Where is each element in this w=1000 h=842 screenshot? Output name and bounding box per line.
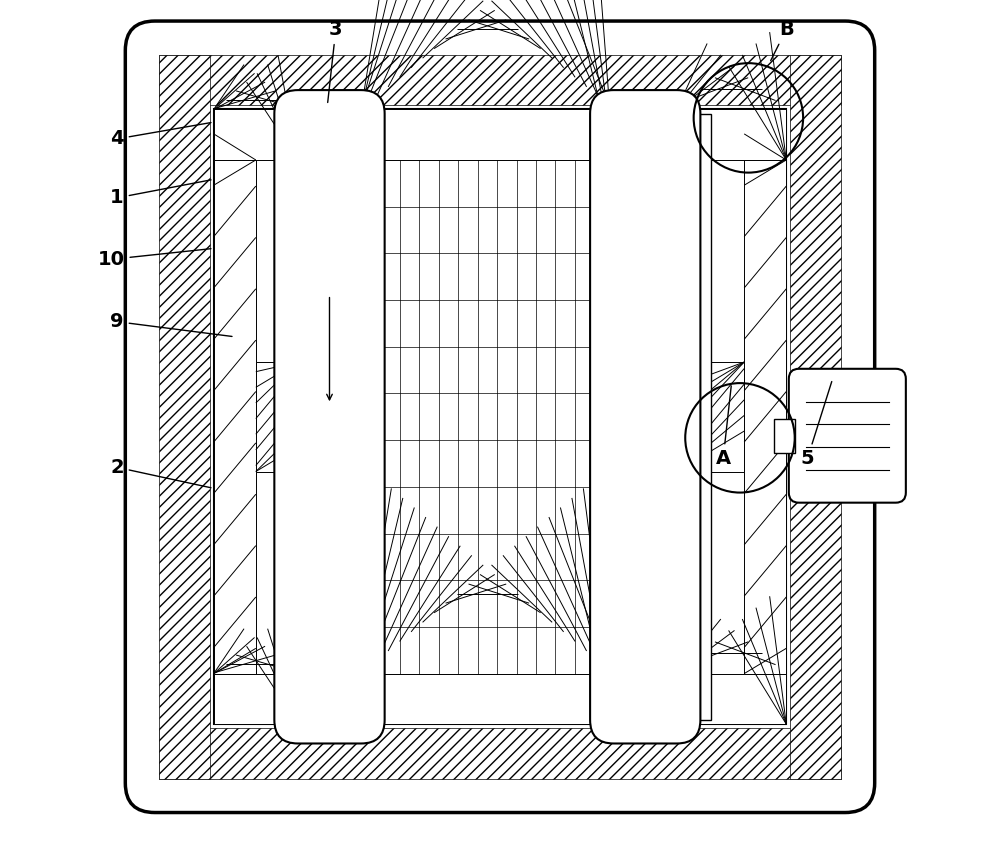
Bar — [790, 55, 841, 779]
Text: 3: 3 — [328, 20, 343, 103]
Text: 2: 2 — [110, 458, 211, 488]
Text: A: A — [716, 386, 731, 468]
Bar — [214, 109, 298, 160]
Bar — [256, 362, 298, 472]
Bar — [361, 674, 614, 724]
Text: 1: 1 — [110, 180, 211, 207]
Text: 5: 5 — [801, 381, 832, 468]
Text: 9: 9 — [110, 312, 232, 337]
Bar — [214, 674, 298, 724]
Text: 4: 4 — [110, 123, 211, 148]
Bar — [361, 160, 614, 674]
Bar — [214, 109, 786, 724]
FancyBboxPatch shape — [590, 90, 700, 743]
Bar — [159, 728, 841, 779]
FancyBboxPatch shape — [789, 369, 906, 503]
Bar — [744, 160, 786, 674]
Bar — [685, 114, 710, 720]
Bar — [361, 109, 614, 160]
Bar — [677, 674, 786, 724]
Text: B: B — [771, 20, 794, 61]
Bar — [159, 55, 210, 779]
Text: 10: 10 — [97, 248, 211, 269]
Bar — [677, 362, 744, 472]
FancyBboxPatch shape — [125, 21, 875, 813]
FancyBboxPatch shape — [274, 90, 385, 743]
Bar — [774, 419, 795, 453]
Bar — [677, 109, 786, 160]
Bar — [214, 160, 256, 674]
Bar — [159, 55, 841, 105]
